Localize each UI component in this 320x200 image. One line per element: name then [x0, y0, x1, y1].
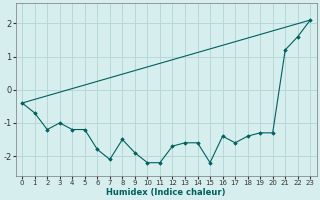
X-axis label: Humidex (Indice chaleur): Humidex (Indice chaleur) — [107, 188, 226, 197]
